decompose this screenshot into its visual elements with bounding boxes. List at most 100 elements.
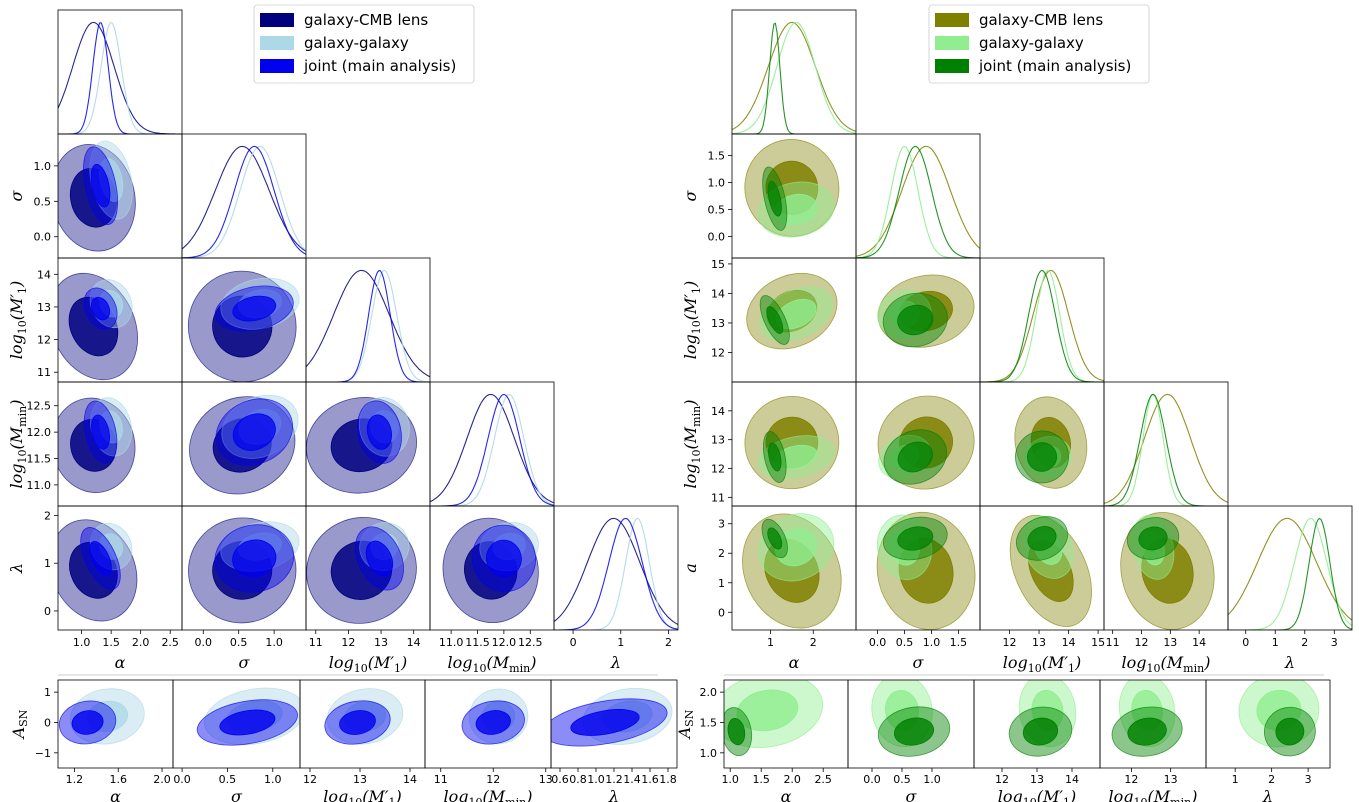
cell-frame (1103, 381, 1229, 507)
x-tick-label: 14 (1065, 773, 1079, 786)
marginal-lens-3 (1104, 393, 1228, 505)
x-axis-label: σ (906, 787, 918, 802)
x-tick-label: 1.0 (923, 773, 941, 786)
y-tick-label: 1 (44, 557, 51, 570)
y-axis-label: log10(M′1) (681, 281, 703, 360)
x-tick-label: 12 (995, 773, 1009, 786)
cell-1-1 (181, 133, 307, 259)
x-tick-label: 12.5 (518, 636, 543, 649)
x-tick-label: 12 (1003, 636, 1017, 649)
x-tick-label: 11 (309, 636, 323, 649)
asn-contour68-joint (475, 710, 511, 735)
cell-4-3: 11 12 13 14 log10(Mmin) (1103, 505, 1229, 675)
x-tick-label: 2 (1301, 636, 1308, 649)
y-tick-label: 0.5 (708, 203, 726, 216)
asn-contour68-joint (1127, 717, 1167, 746)
cell-4-0: 1.0 1.5 2.0 2.5 α 0 1 2 λ (7, 505, 183, 672)
contour68-joint (232, 539, 277, 578)
contour68-joint (1027, 442, 1057, 472)
marginal-joint-3 (1104, 393, 1228, 506)
asn-contour68-joint (893, 717, 935, 746)
x-tick-label: 2 (810, 636, 817, 649)
asn-contour68-joint (570, 709, 640, 736)
contour68-joint (767, 180, 782, 217)
y-tick-label: 11.0 (27, 479, 52, 492)
cell-3-1 (181, 381, 307, 507)
marginal-gg-4 (554, 517, 678, 630)
marginal-lens-1 (856, 145, 980, 257)
contour68-joint (232, 413, 276, 451)
x-tick-label: 15 (1091, 636, 1105, 649)
legend-entry-lens: galaxy-CMB lens (979, 11, 1103, 29)
x-tick-label: 0 (1242, 636, 1249, 649)
y-tick-label: 12 (37, 334, 51, 347)
x-axis-label: λ (1284, 653, 1295, 672)
y-tick-label: 13 (711, 317, 725, 330)
asn-cell-3: 11 12 13 log10(Mmin) (424, 679, 553, 802)
marginal-lens-0 (58, 21, 182, 134)
x-tick-label: 0 (570, 636, 577, 649)
cell-2-2 (979, 257, 1105, 383)
cell-1-0: 0.0 0.5 1.0 σ (7, 133, 183, 259)
x-tick-label: 0.0 (863, 773, 881, 786)
x-tick-label: 0.6 (551, 773, 569, 786)
y-tick-label: 11.5 (27, 453, 52, 466)
y-tick-label: 11 (711, 491, 725, 504)
marginal-lens-0 (732, 21, 856, 132)
x-tick-label: 2.5 (161, 636, 179, 649)
legend: galaxy-CMB lens galaxy-galaxy joint (main … (928, 4, 1150, 84)
x-tick-label: 14 (1062, 636, 1076, 649)
x-tick-label: 3 (1331, 636, 1338, 649)
x-axis-label: σ (231, 787, 243, 802)
marginal-joint-0 (58, 22, 182, 134)
x-axis-label: log10(M′1) (329, 653, 408, 675)
x-axis-label: log10(Mmin) (448, 653, 537, 675)
x-tick-label: 0.5 (893, 773, 911, 786)
x-tick-label: 3 (1305, 773, 1312, 786)
cell-3-1 (855, 381, 981, 507)
marginal-gg-0 (58, 21, 182, 134)
x-tick-label: 0.0 (173, 773, 191, 786)
marginal-joint-2 (980, 269, 1104, 382)
x-tick-label: 12 (303, 773, 317, 786)
y-tick-label: 2.0 (700, 686, 718, 699)
asn-cell-4: 0.6 0.8 1.0 1.2 1.4 1.6 1.8 λ (550, 679, 678, 802)
marginal-joint-4 (1228, 517, 1352, 630)
x-axis-label: λ (608, 787, 619, 802)
cell-4-2: 11 12 13 14 log10(M′1) (305, 505, 431, 675)
cell-2-0: 11 12 13 14 log10(M′1) (7, 257, 183, 383)
x-tick-label: 1.2 (66, 773, 84, 786)
x-tick-label: 1 (617, 636, 624, 649)
y-tick-label: 1.0 (708, 177, 726, 190)
y-axis-label-asn: ASN (675, 709, 696, 740)
marginal-lens-4 (1228, 517, 1352, 621)
marginal-lens-1 (182, 145, 306, 252)
legend-swatch-lens (260, 13, 294, 27)
legend-swatch-joint (260, 59, 294, 73)
y-tick-label: 11 (37, 366, 51, 379)
cell-frame (181, 133, 307, 259)
marginal-gg-1 (856, 145, 980, 258)
x-tick-label: 1.5 (950, 636, 968, 649)
cell-frame (731, 9, 857, 135)
x-axis-label: log10(M′1) (1003, 653, 1082, 675)
marginal-joint-1 (182, 145, 306, 258)
cell-4-1: 0.0 0.5 1.0 σ (181, 505, 307, 672)
cell-3-2 (979, 381, 1105, 507)
x-axis-label: log10(M′1) (323, 787, 402, 802)
x-tick-label: 14 (1192, 636, 1206, 649)
asn-cell-1: 0.0 0.5 1.0 σ (847, 679, 975, 802)
x-tick-label: 1.0 (721, 773, 739, 786)
x-tick-label: 13 (1030, 773, 1044, 786)
cell-frame (1205, 679, 1331, 769)
y-tick-label: 1 (44, 686, 51, 699)
legend-entry-joint: joint (main analysis) (978, 57, 1131, 75)
x-tick-label: 1.0 (265, 636, 283, 649)
y-axis-label-asn: ASN (9, 709, 30, 740)
x-axis-label: σ (913, 653, 925, 672)
contour68-joint (1027, 526, 1057, 551)
x-tick-label: 14 (403, 773, 417, 786)
contour68-joint (232, 295, 277, 322)
x-tick-label: 1.5 (752, 773, 770, 786)
